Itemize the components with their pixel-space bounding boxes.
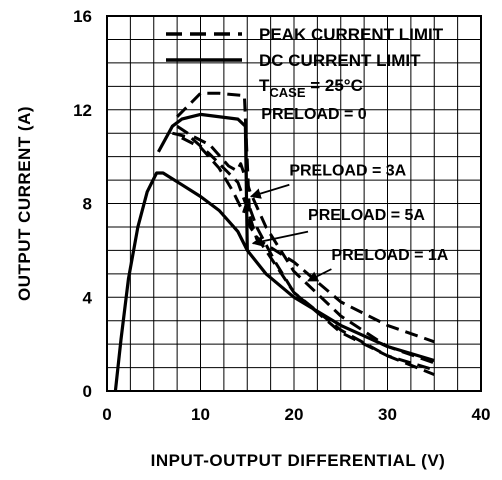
annotations: PRELOAD = 0 PRELOAD = 3A PRELOAD = 5A PR…	[261, 106, 448, 264]
annotation-preload-5a: PRELOAD = 5A	[308, 207, 425, 224]
legend-label-peak: PEAK CURRENT LIMIT	[259, 25, 444, 44]
series-line-4-dashed	[172, 131, 435, 344]
legend-condition: TCASE = 25°C	[259, 76, 363, 100]
legend-condition-sub: CASE	[269, 85, 305, 100]
legend-condition-value: = 25°C	[306, 76, 363, 95]
annotation-arrow-1	[251, 230, 309, 247]
x-tick-label: 30	[378, 405, 397, 424]
x-axis-title: INPUT-OUTPUT DIFFERENTIAL (V)	[151, 451, 446, 470]
y-tick-label: 12	[73, 101, 92, 120]
annotation-preload-0: PRELOAD = 0	[261, 106, 366, 123]
y-tick-label: 4	[83, 288, 93, 307]
plot-frame	[106, 15, 482, 392]
legend-condition-main: T	[259, 76, 270, 95]
series-line-1-solid	[156, 112, 249, 251]
y-tick-label: 16	[73, 7, 92, 26]
annotation-arrow-0	[249, 183, 290, 199]
y-tick-label: 0	[83, 382, 92, 401]
y-tick-labels: 0 4 8 12 16	[73, 7, 92, 401]
x-tick-label: 0	[102, 405, 111, 424]
grid	[107, 16, 481, 391]
annotation-arrow-2	[307, 268, 332, 282]
x-tick-label: 20	[285, 405, 304, 424]
y-axis-title: OUTPUT CURRENT (A)	[15, 106, 34, 301]
legend-label-dc: DC CURRENT LIMIT	[259, 51, 421, 70]
annotation-preload-1a: PRELOAD = 1A	[331, 247, 448, 264]
series-line-0-solid	[113, 171, 435, 392]
series-layer	[113, 91, 435, 392]
y-tick-label: 8	[83, 195, 92, 214]
annotation-preload-3a: PRELOAD = 3A	[289, 162, 406, 179]
x-tick-label: 40	[472, 405, 491, 424]
series-line-5-dashed	[181, 136, 435, 372]
x-tick-label: 10	[191, 405, 210, 424]
x-tick-labels: 0 10 20 30 40	[102, 405, 490, 424]
series-line-2-dashed	[176, 91, 435, 376]
annotation-arrows	[249, 183, 332, 282]
legend: PEAK CURRENT LIMIT DC CURRENT LIMIT TCAS…	[166, 25, 444, 100]
